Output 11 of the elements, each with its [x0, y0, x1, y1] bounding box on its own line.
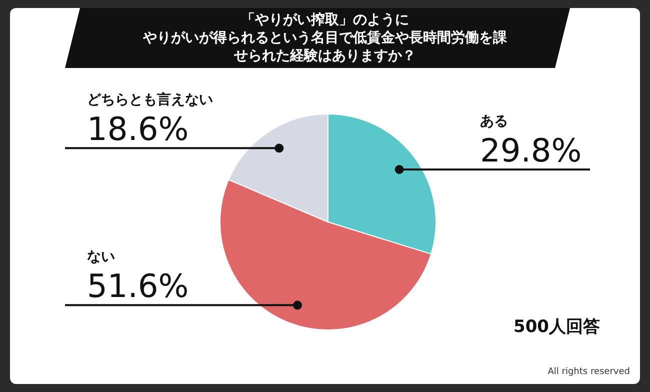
- slice-label: ない: [87, 249, 115, 266]
- data-label: 18.6%: [87, 110, 189, 148]
- text: All rights reserved: [548, 367, 630, 377]
- data-label: 51.6%: [87, 267, 189, 306]
- slice-label: ある: [480, 113, 508, 130]
- title: 「やりがい搾取」のように やりがいが得られるという名目で低賃金や長時間労働を課せられた経験はありますか？: [65, 8, 570, 68]
- chart-subtitle: やりがいが得られるという名目で低賃金や長時間労働を課せられた経験はありますか？: [142, 29, 508, 64]
- data-label: 29.8%: [480, 131, 582, 170]
- text: 500人回答: [514, 317, 600, 337]
- slice-label: どちらとも言えない: [87, 91, 213, 108]
- chart-title: 「やりがい搾取」のように: [241, 11, 409, 28]
